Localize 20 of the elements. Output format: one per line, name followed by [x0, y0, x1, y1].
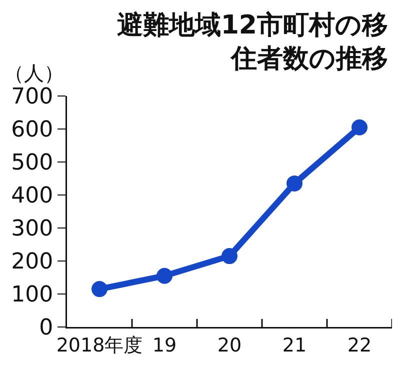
- x-tick-label: 19: [152, 334, 177, 356]
- y-tick-label: 400: [11, 184, 54, 209]
- point: [156, 268, 172, 284]
- x-tick-label: 21: [282, 334, 307, 356]
- point: [286, 175, 302, 192]
- y-axis-title: （人）: [4, 61, 64, 85]
- point: [222, 248, 238, 264]
- x-tick-label: 2018年度: [56, 334, 143, 356]
- point: [352, 119, 368, 136]
- point: [92, 281, 108, 298]
- y-tick-label: 300: [11, 216, 54, 242]
- y-tick-label: 600: [11, 118, 54, 143]
- x-tick-label: 22: [347, 334, 372, 356]
- x-tick-label: 20: [217, 334, 242, 356]
- y-tick-label: 0: [39, 316, 54, 341]
- y-tick-label: 200: [11, 250, 54, 275]
- y-tick-label: 700: [11, 84, 54, 110]
- chart-title: 避難地域12市町村の移住者数の推移: [116, 10, 388, 74]
- y-tick-label: 500: [11, 150, 54, 176]
- y-tick-label: 100: [11, 282, 54, 308]
